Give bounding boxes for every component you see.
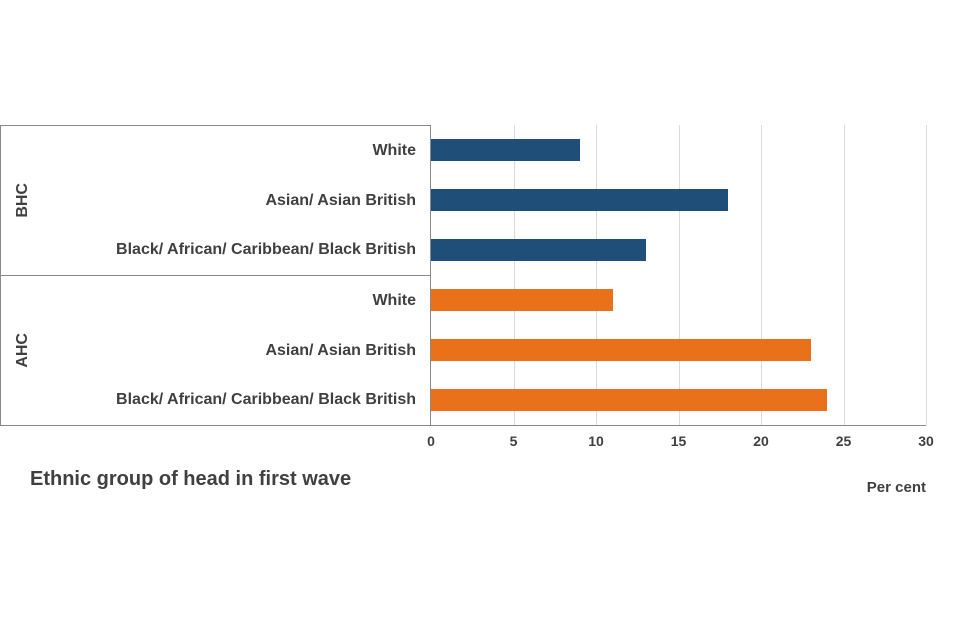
category-label: Black/ African/ Caribbean/ Black British	[116, 391, 416, 409]
x-axis-ticks: 0 5 10 15 20 25 30	[427, 433, 934, 453]
bar-ahc	[431, 289, 613, 311]
gridline	[513, 125, 515, 425]
x-tick-label: 20	[753, 433, 769, 449]
gridline	[678, 125, 680, 425]
bar-ahc	[431, 389, 827, 411]
category-label: Asian/ Asian British	[265, 341, 416, 359]
x-tick-label: 30	[918, 433, 934, 449]
x-tick-label: 5	[509, 433, 518, 449]
x-axis-unit-label: Per cent	[866, 479, 926, 496]
bar-row	[431, 325, 926, 375]
gridline	[761, 125, 762, 425]
category-label: White	[372, 292, 416, 310]
group-ahc: AHC White Asian/ Asian British Black/ Afric…	[1, 275, 430, 425]
x-tick-label: 0	[427, 433, 435, 449]
group-label-text: AHC	[14, 333, 31, 368]
category-labels: White Asian/ Asian British Black/ African/…	[45, 126, 430, 275]
gridline	[926, 125, 927, 425]
bar-row	[431, 275, 926, 325]
bar-chart: BHC White Asian/ Asian British Black/ Afric…	[0, 125, 927, 426]
gridline	[843, 125, 845, 425]
bar-row	[431, 375, 926, 425]
category-labels-column: BHC White Asian/ Asian British Black/ Afric…	[0, 125, 430, 425]
bar-bhc	[431, 189, 728, 211]
gridline	[596, 125, 597, 425]
group-label-text: BHC	[14, 183, 31, 218]
bar-row	[431, 175, 926, 225]
bar-ahc	[431, 339, 811, 361]
bar-bhc	[431, 239, 646, 261]
x-tick-label: 10	[588, 433, 604, 449]
bar-row	[431, 225, 926, 275]
category-label: White	[372, 142, 416, 160]
bar-row	[431, 125, 926, 175]
category-labels: White Asian/ Asian British Black/ African/…	[45, 276, 430, 425]
group-label-bhc: BHC	[1, 126, 45, 275]
plot-area	[430, 125, 927, 425]
group-label-ahc: AHC	[1, 276, 45, 425]
x-tick-label: 25	[835, 433, 852, 449]
category-label: Black/ African/ Caribbean/ Black British	[116, 241, 416, 259]
category-label: Asian/ Asian British	[265, 191, 416, 209]
chart-title: Ethnic group of head in first wave	[30, 468, 352, 490]
group-bhc: BHC White Asian/ Asian British Black/ Afric…	[1, 125, 430, 275]
x-tick-label: 15	[670, 433, 687, 449]
bar-bhc	[431, 139, 580, 161]
